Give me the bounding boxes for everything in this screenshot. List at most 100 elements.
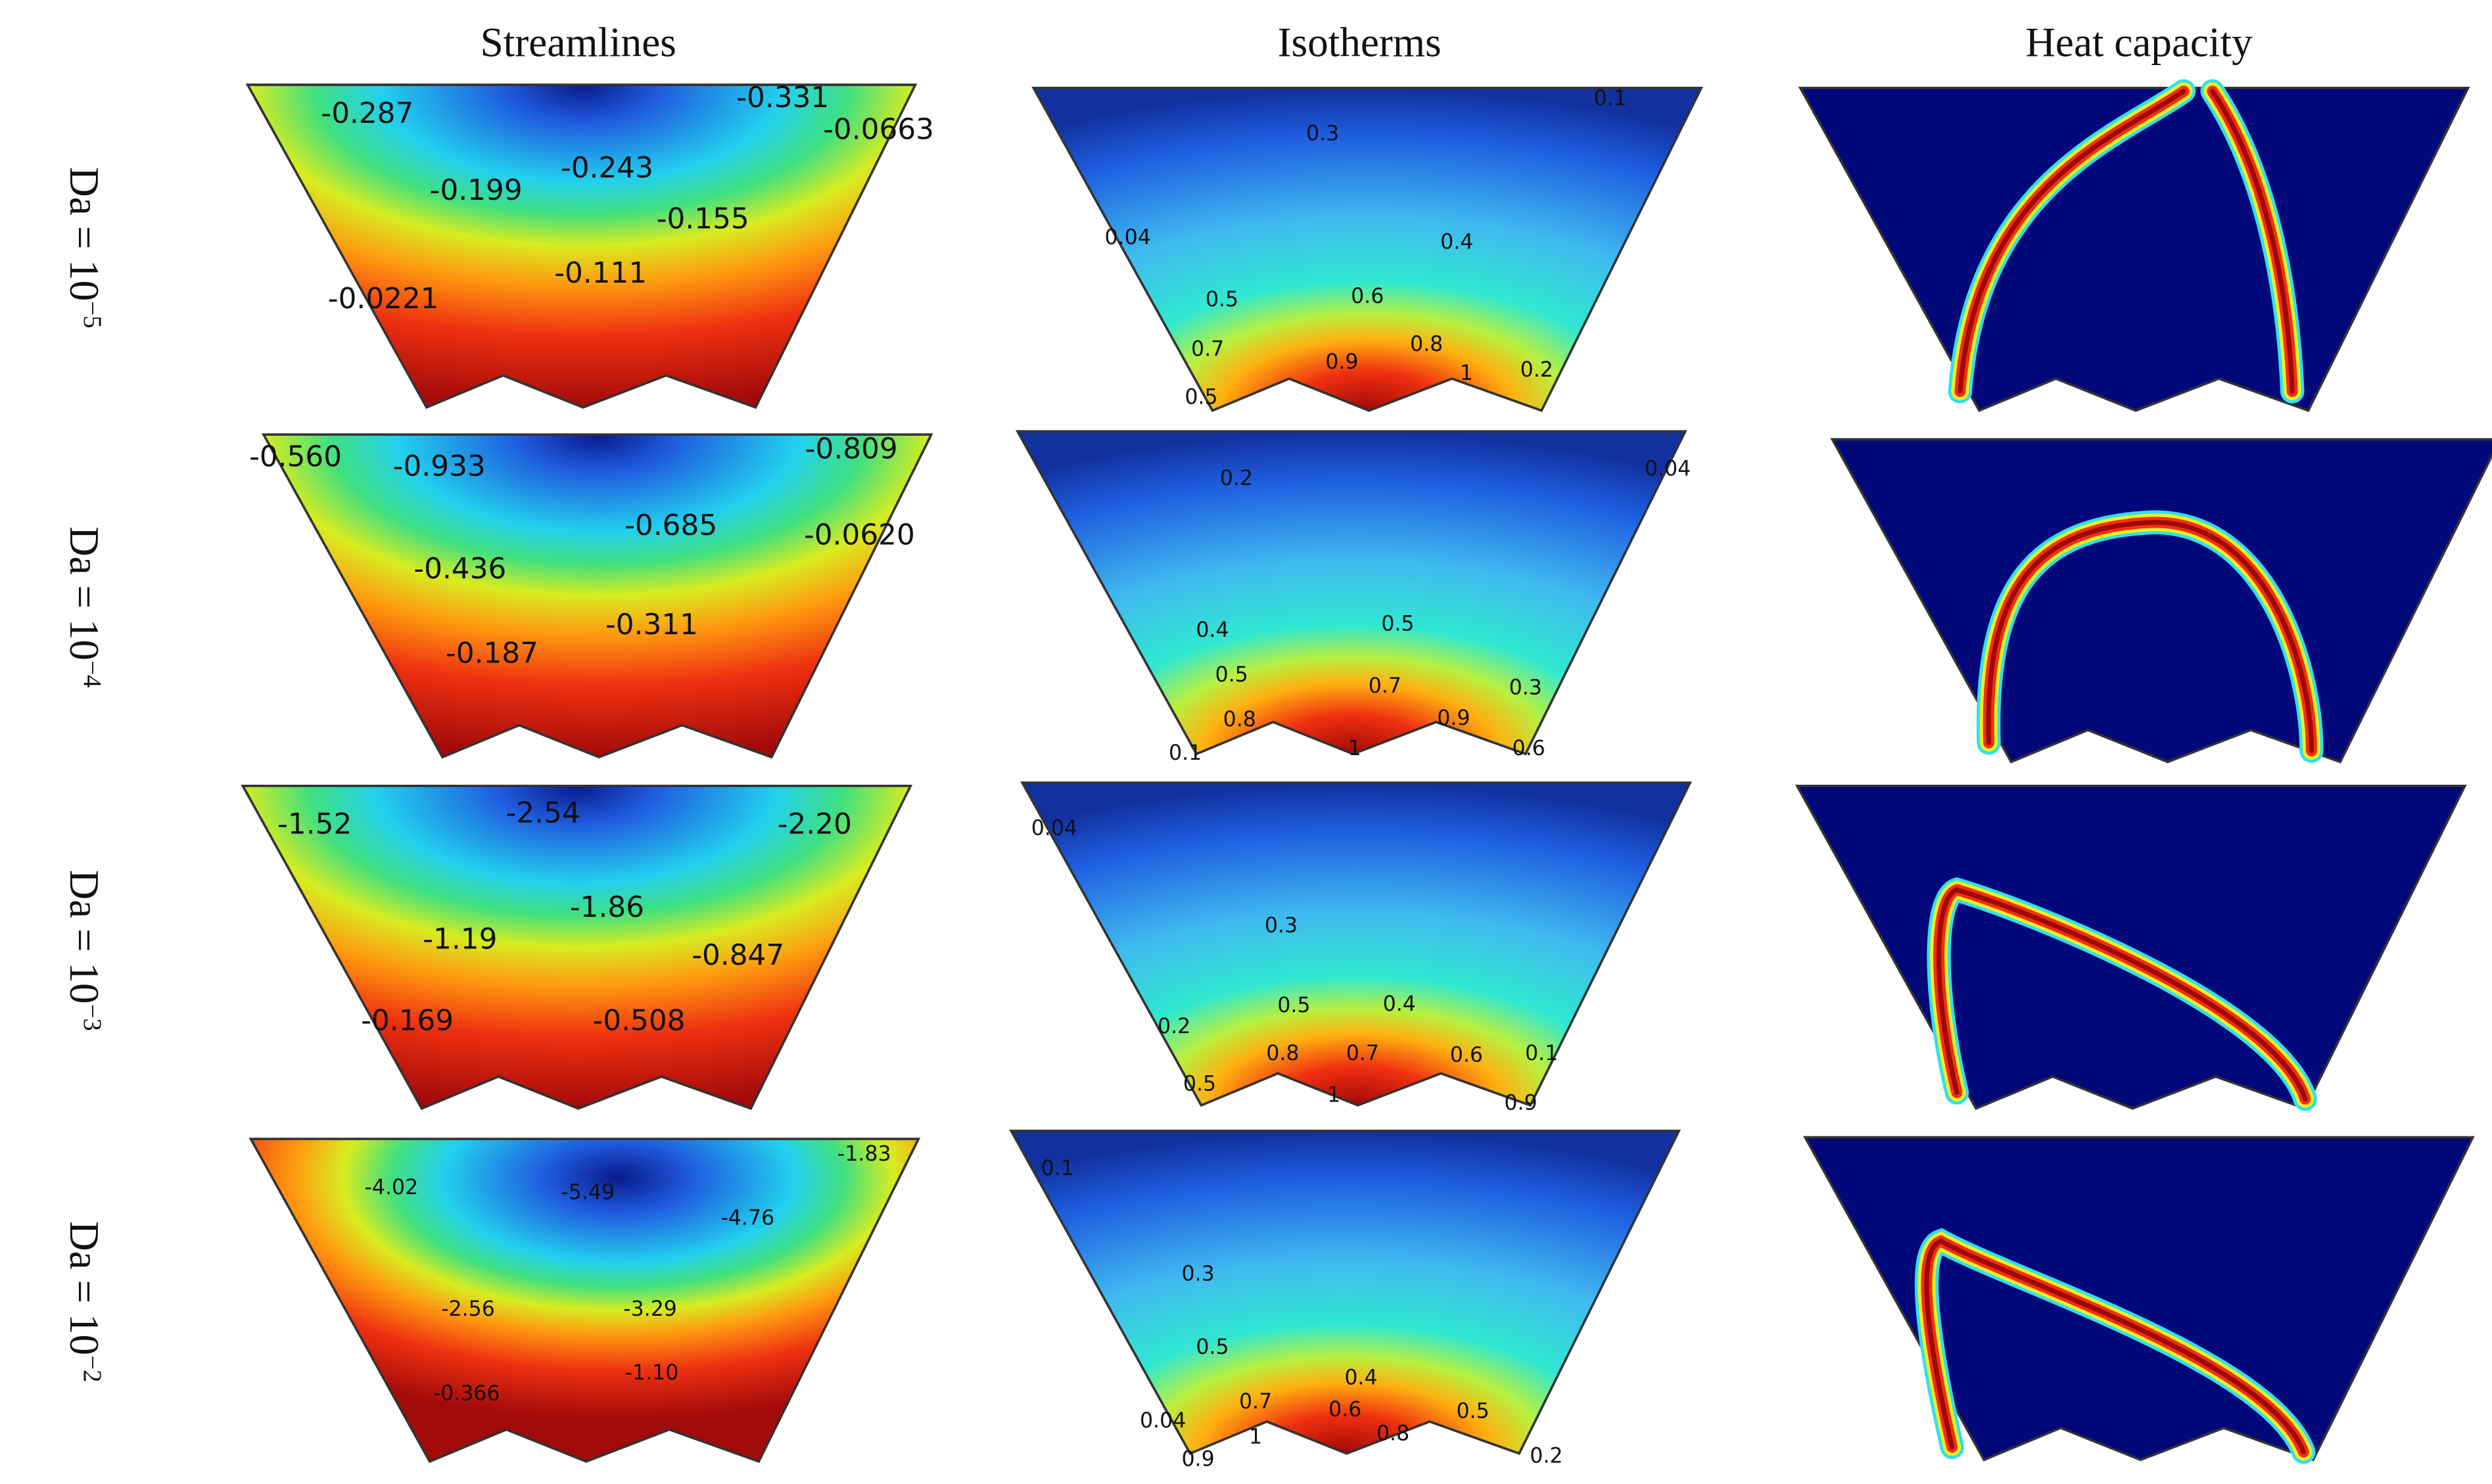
streamline-panel [245,83,918,409]
heat-band [1927,877,2317,1111]
row-label-base: Da = 10 [61,526,107,661]
contour-label: 0.6 [1328,1398,1361,1422]
row-label: Da = 10−3 [61,870,107,1031]
heat-panel [1802,1136,2475,1462]
contour-label: -1.86 [570,891,644,924]
contour-label: -5.49 [561,1181,615,1205]
row-label: Da = 10−4 [61,526,107,687]
contour-label: -2.20 [778,808,852,841]
row-label-base: Da = 10 [61,167,107,301]
heat-arc [1924,1238,2306,1454]
contour-label: 0.4 [1344,1366,1377,1389]
contour-label: 0.5 [1456,1399,1489,1423]
contour-label: 0.7 [1346,1042,1379,1065]
row-label-exponent: −3 [78,1004,106,1031]
contour-label: 0.4 [1196,618,1229,642]
contour-label: -0.685 [624,509,717,542]
contour-label: 1 [1249,1425,1262,1449]
contour-label: 0.5 [1183,1072,1216,1096]
contour-label: -0.809 [805,432,898,466]
contour-label: -0.0620 [804,519,915,552]
contour-label: -0.111 [554,256,647,290]
contour-label: 0.9 [1437,707,1470,730]
contour-label: -0.0663 [823,112,934,146]
contour-label: -0.366 [433,1382,500,1406]
contour-label: 0.7 [1191,337,1224,361]
contour-label: -0.311 [605,608,698,641]
contour-label: -0.331 [736,81,829,114]
contour-label: 0.2 [1520,358,1553,382]
heat-band [1976,510,2324,763]
contour-label: -2.56 [441,1297,495,1321]
row-label: Da = 10−2 [61,1221,107,1382]
contour-label: 0.1 [1525,1042,1558,1065]
contour-label: 0.2 [1530,1444,1563,1468]
contour-label: 0.5 [1215,663,1248,687]
contour-label: 0.8 [1223,708,1256,731]
contour-label: -0.287 [321,97,413,130]
contour-label: -0.187 [446,637,538,670]
contour-label: 0.5 [1196,1335,1229,1359]
row-label: Da = 10−5 [61,167,107,328]
heat-panel [1830,438,2492,764]
contour-label: 0.3 [1181,1262,1214,1286]
contour-label: 0.04 [1140,1409,1186,1433]
contour-label: -3.29 [623,1297,677,1321]
heat-arc [1958,89,2295,394]
isotherm-panel [1009,1129,1681,1455]
heat-arc [1936,887,2308,1101]
contour-label: -4.76 [720,1206,774,1230]
contour-label: 0.1 [1041,1157,1074,1180]
contour-label: 1 [1327,1083,1340,1107]
contour-label: 0.6 [1351,285,1384,308]
contour-label: 0.6 [1513,737,1545,760]
contour-label: 0.9 [1325,350,1358,374]
column-title: Streamlines [481,19,676,65]
contour-label: 0.8 [1376,1422,1409,1445]
heat-band [1914,1228,2316,1464]
contour-label: -1.83 [837,1142,891,1166]
contour-label: 0.2 [1158,1015,1190,1038]
contour-label: -4.02 [365,1176,419,1199]
streamline-panel [261,433,933,759]
contour-label: 0.7 [1369,674,1401,698]
contour-label: -0.155 [657,202,749,236]
contour-label: -0.243 [561,151,653,185]
contour-label: 0.2 [1220,467,1253,490]
column-title: Isotherms [1277,19,1441,65]
contour-label: 0.3 [1306,122,1339,145]
contour-label: 0.7 [1239,1390,1272,1414]
streamline-panel [241,785,913,1111]
contour-label: 0.4 [1383,992,1416,1016]
contour-label: 0.8 [1410,333,1443,356]
contour-label: 0.6 [1450,1044,1483,1067]
contour-label: 0.1 [1593,87,1626,110]
contour-label: 0.5 [1185,385,1217,409]
contour-label: -1.10 [625,1361,679,1385]
contour-label: -0.560 [249,440,342,474]
heat-band [1948,79,2305,404]
contour-label: 0.04 [1105,225,1151,249]
column-title: Heat capacity [2025,19,2253,65]
row-label-base: Da = 10 [61,870,107,1004]
contour-label: 0.4 [1440,231,1473,254]
contour-label: 0.9 [1181,1447,1214,1471]
contour-label: 0.1 [1169,741,1202,765]
contour-label: 1 [1348,737,1361,760]
isotherm-panel [1031,87,1704,413]
contour-label: 0.5 [1381,612,1414,636]
contour-label: -0.169 [361,1004,454,1037]
row-label-exponent: −2 [78,1355,106,1382]
contour-label: 0.3 [1265,914,1298,938]
contour-label: 0.3 [1509,676,1542,700]
contour-label: 0.8 [1266,1042,1299,1065]
isotherm-panel [1015,430,1687,756]
contour-label: -0.0221 [328,282,439,315]
contour-label: -0.436 [413,552,506,586]
contour-label: 0.04 [1031,816,1077,840]
contour-label: 0.9 [1504,1091,1537,1115]
streamline-panel [248,1138,921,1464]
contour-label: -2.54 [506,797,580,830]
row-label-base: Da = 10 [61,1221,107,1355]
